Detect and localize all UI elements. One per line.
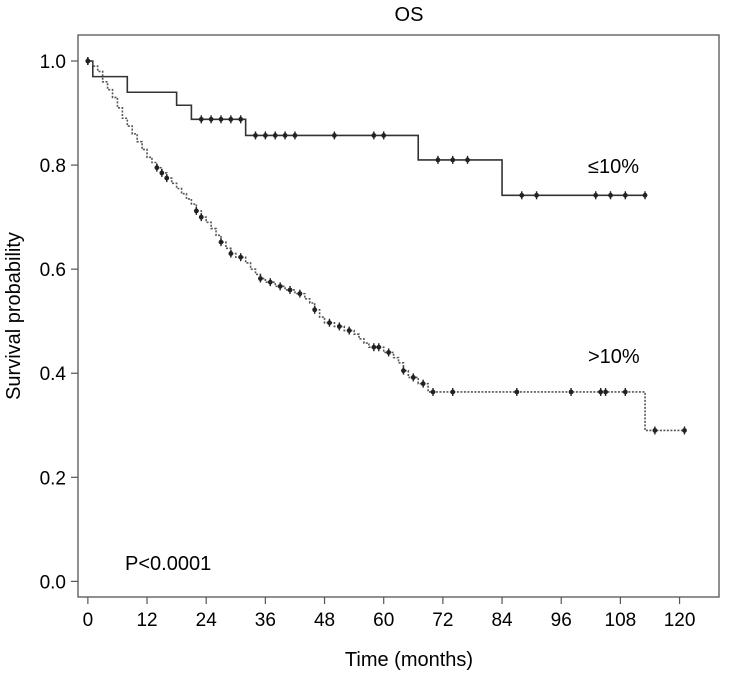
censor-dot <box>622 389 628 395</box>
censor-dot <box>262 133 268 138</box>
y-axis-label: Survival probability <box>3 232 25 400</box>
censor-dot <box>386 350 392 355</box>
censor-dot <box>519 192 525 198</box>
censor-dot <box>253 133 258 138</box>
censor-dot <box>608 192 613 198</box>
x-tick-label: 36 <box>255 610 276 631</box>
censor-dot <box>642 192 648 198</box>
series-line-gt10 <box>87 60 685 432</box>
censor-dot <box>228 251 234 256</box>
censor-dot <box>282 133 288 138</box>
censor-dot <box>346 328 352 333</box>
censor-dot <box>534 192 539 198</box>
censor-dot <box>193 208 199 214</box>
censor-dot <box>198 116 204 122</box>
censor-dot <box>593 192 599 198</box>
y-tick-label: 0.6 <box>40 260 66 281</box>
x-tick-label: 96 <box>551 610 572 631</box>
censor-dot <box>238 254 244 260</box>
y-tick-label: 1.0 <box>40 52 66 73</box>
censor-dot <box>598 389 604 395</box>
censor-dot <box>85 58 91 64</box>
censor-dot <box>238 116 244 122</box>
censor-dot <box>622 192 628 198</box>
censor-dot <box>292 133 298 138</box>
censor-dot <box>297 291 303 297</box>
censor-dot <box>272 133 278 138</box>
x-tick-label: 108 <box>605 610 637 631</box>
censor-dot <box>228 116 234 122</box>
censor-dot <box>336 324 342 329</box>
censor-dot <box>450 389 456 395</box>
x-tick-label: 60 <box>373 610 394 631</box>
censor-dot <box>603 389 608 395</box>
x-tick-label: 24 <box>196 610 218 631</box>
censor-dot <box>208 116 214 122</box>
x-tick-label: 120 <box>664 610 696 631</box>
censor-dot <box>410 375 416 380</box>
x-tick-label: 48 <box>314 610 335 631</box>
censor-dot <box>435 157 441 163</box>
censor-dot <box>198 214 204 220</box>
p-value-annotation: P<0.0001 <box>125 553 211 575</box>
series-line-le10 <box>87 60 646 197</box>
x-axis-label: Time (months) <box>345 649 473 671</box>
censor-dot <box>258 276 263 281</box>
censor-dot <box>371 344 377 350</box>
censor-dot <box>450 157 456 163</box>
censor-dot <box>267 279 273 285</box>
censor-dot <box>218 116 224 122</box>
x-tick-label: 72 <box>432 610 453 631</box>
censor-dot <box>430 389 436 395</box>
censor-dot <box>332 133 337 138</box>
censor-dot <box>371 133 377 138</box>
y-tick-label: 0.8 <box>40 156 66 177</box>
censor-dot <box>164 175 170 181</box>
censor-dot <box>682 428 687 433</box>
y-tick-label: 0.0 <box>40 572 66 593</box>
censor-dot <box>376 344 382 350</box>
series-layer <box>85 57 687 435</box>
censor-dot <box>159 170 165 176</box>
y-axis: 0.0 0.2 0.4 0.6 0.8 1.0 <box>40 52 78 593</box>
x-tick-label: 84 <box>491 610 513 631</box>
censor-dot <box>465 157 470 163</box>
censor-dot <box>218 239 224 245</box>
series-label-gt10: >10% <box>588 346 640 368</box>
chart-title: OS <box>395 4 424 26</box>
censor-dot <box>327 320 332 326</box>
x-axis: 0 12 24 36 48 60 72 84 96 108 120 <box>83 597 696 631</box>
censor-dot <box>568 389 574 395</box>
censor-dot <box>514 389 520 395</box>
censor-dot <box>287 287 293 293</box>
x-tick-label: 12 <box>136 610 157 631</box>
censor-dot <box>312 307 318 313</box>
censor-dot <box>381 133 387 138</box>
censor-dot <box>277 283 283 289</box>
censor-dot <box>401 368 406 374</box>
y-tick-label: 0.2 <box>40 468 66 489</box>
x-tick-label: 0 <box>83 610 94 631</box>
censor-dot <box>652 428 658 433</box>
censor-dot <box>420 381 426 387</box>
censor-dot <box>154 165 160 171</box>
series-label-le10: ≤10% <box>588 156 639 178</box>
y-tick-label: 0.4 <box>40 364 67 385</box>
plot-frame <box>77 34 720 598</box>
